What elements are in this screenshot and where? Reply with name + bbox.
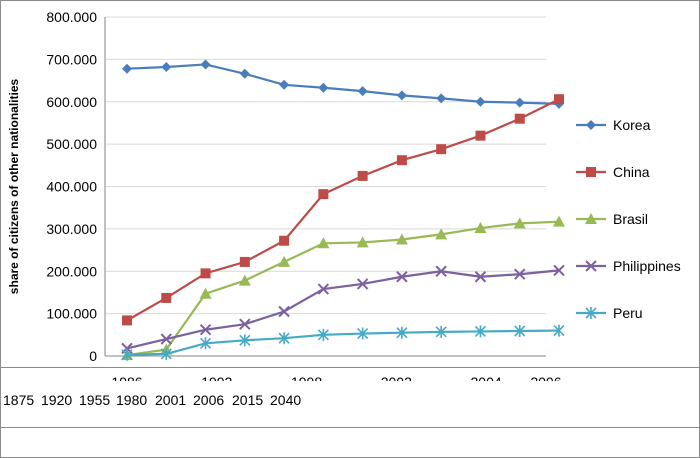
extra-year-label: 1955 (79, 392, 111, 408)
data-point-korea (161, 62, 172, 73)
data-point-philippines (514, 268, 526, 280)
data-point-brasil (395, 233, 408, 245)
data-point-korea (514, 97, 525, 108)
y-tick-label: 300.000 (46, 221, 97, 237)
divider-line-lower (1, 427, 699, 428)
extra-year-label: 2015 (232, 392, 264, 408)
data-point-china (200, 268, 211, 279)
data-point-peru (357, 327, 369, 340)
data-point-china (161, 292, 172, 303)
extra-year-label: 2040 (270, 392, 302, 408)
data-point-brasil (553, 215, 565, 227)
y-tick-label: 500.000 (46, 136, 97, 152)
data-point-korea (318, 82, 329, 93)
data-point-philippines (474, 271, 487, 283)
data-point-peru (553, 324, 565, 337)
legend-label-peru: Peru (613, 305, 643, 321)
line-chart: 0 100.000 200.000 300.000 400.000 500.000 600.… (7, 9, 681, 381)
data-point-china (475, 130, 486, 141)
series-line-china (126, 98, 560, 322)
data-point-korea (357, 86, 368, 97)
data-point-brasil (199, 287, 212, 299)
data-point-philippines (278, 305, 290, 318)
data-point-china (396, 155, 407, 166)
data-point-peru (317, 328, 329, 341)
legend-marker-korea (586, 120, 596, 130)
extra-year-label: 1875 (3, 392, 35, 408)
data-point-peru (278, 332, 290, 345)
data-point-china (279, 235, 290, 246)
data-point-brasil (513, 217, 526, 229)
data-point-korea (279, 79, 290, 90)
data-point-korea (200, 59, 211, 70)
y-tick-label: 100.000 (46, 306, 97, 322)
data-point-korea (396, 90, 407, 101)
y-tick-label: 600.000 (46, 94, 97, 110)
extra-year-label: 1920 (41, 392, 73, 408)
data-point-peru (396, 326, 408, 339)
data-point-philippines (160, 333, 172, 345)
x-tick-label: 1998 (291, 374, 322, 381)
data-point-peru (199, 337, 212, 350)
legend-label-china: China (613, 164, 650, 180)
data-point-china (318, 189, 329, 200)
data-point-brasil (474, 222, 487, 234)
y-tick-label: 200.000 (46, 263, 97, 279)
x-tick-label: 2002 (381, 374, 412, 381)
data-point-korea (436, 93, 447, 104)
data-point-china (122, 315, 132, 326)
legend-label-korea: Korea (613, 117, 651, 133)
data-point-philippines (553, 264, 565, 277)
data-point-peru (514, 324, 526, 337)
data-point-china (554, 94, 564, 105)
data-point-peru (474, 325, 487, 338)
y-tick-label: 800.000 (46, 9, 97, 25)
series-line-peru (126, 329, 560, 356)
data-point-philippines (199, 324, 212, 336)
y-tick-label: 0 (89, 348, 97, 364)
data-point-brasil (435, 228, 448, 240)
data-point-china (357, 170, 368, 181)
data-point-philippines (356, 278, 369, 290)
x-tick-label: 2006 (530, 374, 561, 381)
series-line-philippines (126, 269, 560, 350)
data-point-brasil (238, 274, 251, 286)
x-tick-label: 1992 (201, 374, 232, 381)
extra-year-label: 2001 (155, 392, 187, 408)
data-point-brasil (317, 237, 330, 249)
extra-year-label: 1980 (116, 392, 148, 408)
legend-marker-philippines (585, 260, 597, 272)
legend-marker-brasil (585, 213, 597, 224)
divider-line-upper (1, 367, 699, 368)
series-line-korea (126, 63, 560, 105)
data-point-korea (122, 63, 132, 74)
data-point-korea (239, 68, 250, 79)
y-tick-label: 400.000 (46, 179, 97, 195)
legend-label-philippines: Philippines (613, 258, 681, 274)
extra-year-label: 2006 (193, 392, 225, 408)
series-line-brasil (126, 220, 560, 357)
data-point-philippines (239, 318, 251, 330)
data-point-philippines (435, 265, 447, 277)
data-point-brasil (356, 236, 369, 248)
data-point-korea (475, 96, 486, 107)
y-axis-label: share of citizens of other nationalities (7, 78, 21, 294)
y-tick-label: 700.000 (46, 51, 97, 67)
data-point-peru (160, 347, 172, 360)
x-tick-label: 2004 (471, 374, 502, 381)
legend-marker-peru (585, 307, 597, 319)
data-point-peru (121, 348, 133, 361)
legend-marker-china (586, 167, 596, 177)
data-point-china (436, 144, 447, 155)
data-point-china (514, 113, 525, 124)
data-point-brasil (278, 255, 291, 267)
data-point-philippines (396, 271, 408, 283)
legend-label-brasil: Brasil (613, 211, 648, 227)
data-point-philippines (317, 283, 330, 295)
data-point-peru (239, 334, 251, 347)
data-point-china (239, 256, 250, 267)
data-point-peru (435, 325, 447, 338)
x-tick-label: 1986 (111, 374, 142, 381)
